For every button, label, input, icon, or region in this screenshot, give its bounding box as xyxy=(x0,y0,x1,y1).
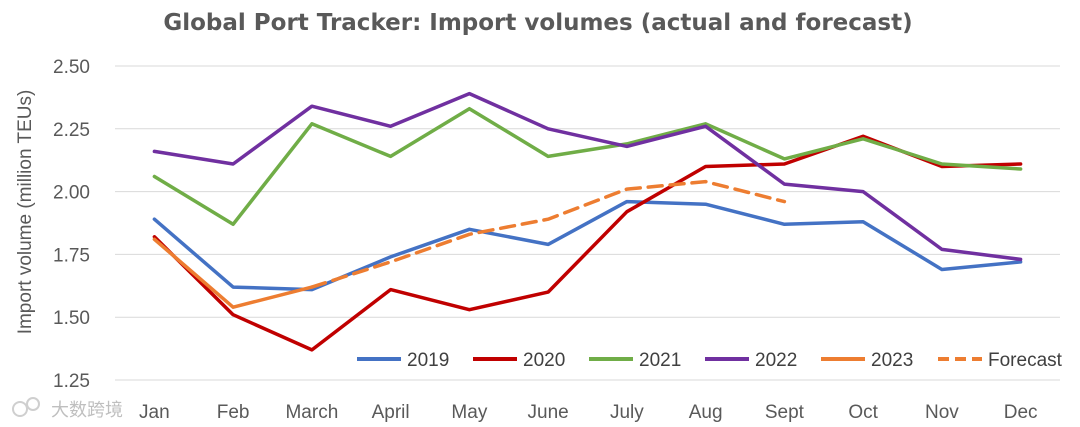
y-tick-label: 2.00 xyxy=(53,183,90,204)
legend-label: 2020 xyxy=(523,350,565,371)
legend-label: 2022 xyxy=(755,350,797,371)
y-tick-label: 1.75 xyxy=(53,245,90,266)
series-line-2022 xyxy=(152,91,1023,262)
series-line-2023 xyxy=(152,237,314,309)
watermark-text: 大数跨境 xyxy=(51,400,123,421)
y-axis-ticks: 1.25 1.50 1.75 2.00 2.25 2.50 xyxy=(53,57,90,392)
x-tick-label: April xyxy=(372,402,410,423)
x-tick-label: July xyxy=(610,402,644,423)
series-lines xyxy=(152,91,1023,352)
y-axis-label: Import volume (million TEUs) xyxy=(15,90,36,335)
x-tick-label: Dec xyxy=(1004,402,1038,423)
watermark-logo-icon-inner xyxy=(26,397,40,411)
chart-title: Global Port Tracker: Import volumes (act… xyxy=(163,10,912,36)
x-tick-label: Aug xyxy=(689,402,723,423)
x-tick-label: Oct xyxy=(848,402,878,423)
x-axis-ticks: Jan Feb March April May June July Aug Sept Oct Nov… xyxy=(139,402,1037,423)
legend: 2019 2020 2021 2022 2023 Forecast xyxy=(357,350,1063,371)
y-tick-label: 1.25 xyxy=(53,371,90,392)
legend-label: 2021 xyxy=(639,350,681,371)
series-line-2020 xyxy=(152,134,1023,352)
x-tick-label: June xyxy=(528,402,569,423)
watermark-logo-icon xyxy=(12,401,28,417)
y-tick-label: 2.50 xyxy=(53,57,90,78)
x-tick-label: Feb xyxy=(217,402,250,423)
legend-label: 2023 xyxy=(871,350,913,371)
x-tick-label: Sept xyxy=(765,402,805,423)
legend-label: 2019 xyxy=(407,350,449,371)
x-tick-label: Jan xyxy=(139,402,170,423)
watermark: 大数跨境 xyxy=(12,397,123,421)
series-line-forecast xyxy=(310,179,787,289)
x-tick-label: Nov xyxy=(925,402,959,423)
x-tick-label: March xyxy=(285,402,338,423)
x-tick-label: May xyxy=(451,402,487,423)
y-tick-label: 2.25 xyxy=(53,120,90,141)
series-line-2019 xyxy=(152,199,1023,292)
y-tick-label: 1.50 xyxy=(53,308,90,329)
legend-label: Forecast xyxy=(988,350,1063,371)
series-line-2021 xyxy=(152,106,1023,227)
